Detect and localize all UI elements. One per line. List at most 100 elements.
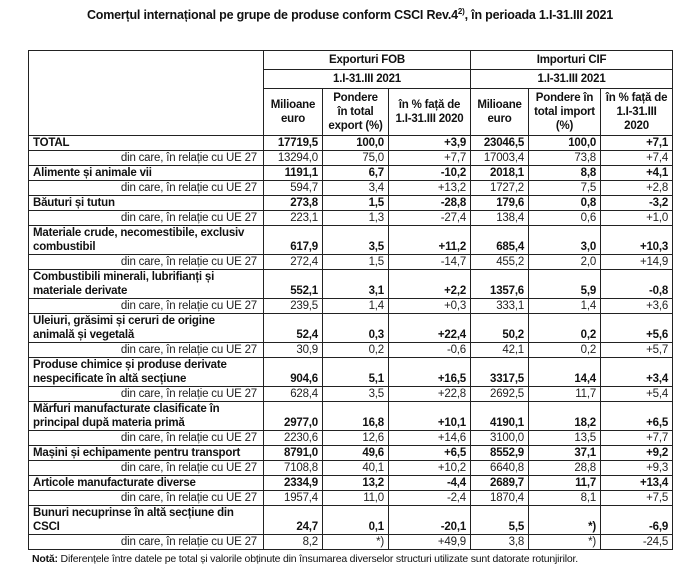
value-cell: +2,2 [387,269,472,299]
value-cell: 3,0 [528,225,602,255]
row-label: Produse chimice și produse derivate nesp… [28,357,264,387]
value-cell: 685,4 [470,225,530,255]
row-label: din care, în relație cu UE 27 [28,180,264,196]
value-cell: 1,5 [322,254,389,270]
value-cell: 3,5 [322,225,389,255]
value-cell: 28,8 [528,460,602,476]
imports-header: Importuri CIF [470,50,674,70]
value-cell: 11,7 [528,475,602,491]
value-cell: 5,9 [528,269,602,299]
value-cell: 273,8 [263,195,323,211]
value-cell: +9,2 [600,445,674,461]
value-cell: +11,2 [387,225,472,255]
value-cell: *) [528,534,602,550]
value-cell: 18,2 [528,401,602,431]
table-subrow: din care, în relație cu UE 27 7108,8 40,1 +… [28,460,674,476]
value-cell: 3,1 [322,269,389,299]
value-cell: +7,4 [600,150,674,166]
value-cell: 49,6 [322,445,389,461]
value-cell: +3,4 [600,357,674,387]
value-cell: +10,2 [387,460,472,476]
value-cell: 2018,1 [470,165,530,181]
value-cell: 6640,8 [470,460,530,476]
value-cell: -2,4 [387,490,472,506]
value-cell: 16,8 [322,401,389,431]
value-cell: *) [528,505,602,535]
trade-table: Exporturi FOB Importuri CIF 1.I-31.III 2… [28,50,674,550]
table-subrow: din care, în relație cu UE 27 594,7 3,4 +13… [28,180,674,196]
value-cell: 1,4 [528,298,602,314]
row-label: din care, în relație cu UE 27 [28,534,264,550]
value-cell: 1,3 [322,210,389,226]
corner-cell [28,50,264,136]
table-title: Comerțul internațional pe grupe de produ… [86,6,614,22]
value-cell: +7,5 [600,490,674,506]
value-cell: +22,4 [387,313,472,343]
value-cell: 594,7 [263,180,323,196]
value-cell: 30,9 [263,342,323,358]
column-header: în % față de 1.I-31.III 2020 [387,88,472,136]
column-header: Pondere în total export (%) [322,88,389,136]
value-cell: -0,8 [600,269,674,299]
value-cell: 179,6 [470,195,530,211]
value-cell: 2689,7 [470,475,530,491]
value-cell: 617,9 [263,225,323,255]
value-cell: +14,9 [600,254,674,270]
value-cell: 0,2 [322,342,389,358]
value-cell: -6,9 [600,505,674,535]
value-cell: 1,5 [322,195,389,211]
footnote: Notă: Diferențele între datele pe total … [32,553,578,565]
value-cell: 8,1 [528,490,602,506]
value-cell: 17003,4 [470,150,530,166]
value-cell: +16,5 [387,357,472,387]
value-cell: 13294,0 [263,150,323,166]
value-cell: +5,4 [600,386,674,402]
value-cell: +1,0 [600,210,674,226]
table-subrow: din care, în relație cu UE 27 2230,6 12,6 +… [28,430,674,446]
value-cell: 3,4 [322,180,389,196]
value-cell: 52,4 [263,313,323,343]
value-cell: 223,1 [263,210,323,226]
value-cell: 1870,4 [470,490,530,506]
row-label: din care, în relație cu UE 27 [28,298,264,314]
value-cell: +6,5 [600,401,674,431]
value-cell: -3,2 [600,195,674,211]
value-cell: -24,5 [600,534,674,550]
value-cell: 8552,9 [470,445,530,461]
value-cell: 2692,5 [470,386,530,402]
row-label: Articole manufacturate diverse [28,475,264,491]
value-cell: -27,4 [387,210,472,226]
row-label: din care, în relație cu UE 27 [28,210,264,226]
value-cell: +3,6 [600,298,674,314]
table-subrow: din care, în relație cu UE 27 272,4 1,5 -14… [28,254,674,270]
value-cell: 1357,6 [470,269,530,299]
table-row: Bunuri necuprinse în altă secțiune din C… [28,505,674,535]
value-cell: -4,4 [387,475,472,491]
row-label: din care, în relație cu UE 27 [28,460,264,476]
value-cell: +22,8 [387,386,472,402]
exports-header: Exporturi FOB [262,50,472,70]
row-label: din care, în relație cu UE 27 [28,386,264,402]
value-cell: -28,8 [387,195,472,211]
value-cell: 1727,2 [470,180,530,196]
value-cell: 73,8 [528,150,602,166]
table-row: Mașini și echipamente pentru transport 87… [28,445,674,461]
imports-period: 1.I-31.III 2021 [470,69,674,89]
row-label: Alimente și animale vii [28,165,264,181]
row-label: Uleiuri, grăsimi și ceruri de origine an… [28,313,264,343]
value-cell: 24,7 [263,505,323,535]
column-header: Milioane euro [263,88,323,136]
row-label: TOTAL [28,135,264,151]
value-cell: 11,7 [528,386,602,402]
row-label: Combustibili minerali, lubrifianți și ma… [28,269,264,299]
column-header: în % față de 1.I-31.III 2020 [600,88,674,136]
value-cell: 5,1 [322,357,389,387]
value-cell: 0,2 [528,342,602,358]
value-cell: 7,5 [528,180,602,196]
value-cell: +49,9 [387,534,472,550]
value-cell: 239,5 [263,298,323,314]
value-cell: 455,2 [470,254,530,270]
row-label: din care, în relație cu UE 27 [28,150,264,166]
row-label: din care, în relație cu UE 27 [28,342,264,358]
value-cell: -14,7 [387,254,472,270]
